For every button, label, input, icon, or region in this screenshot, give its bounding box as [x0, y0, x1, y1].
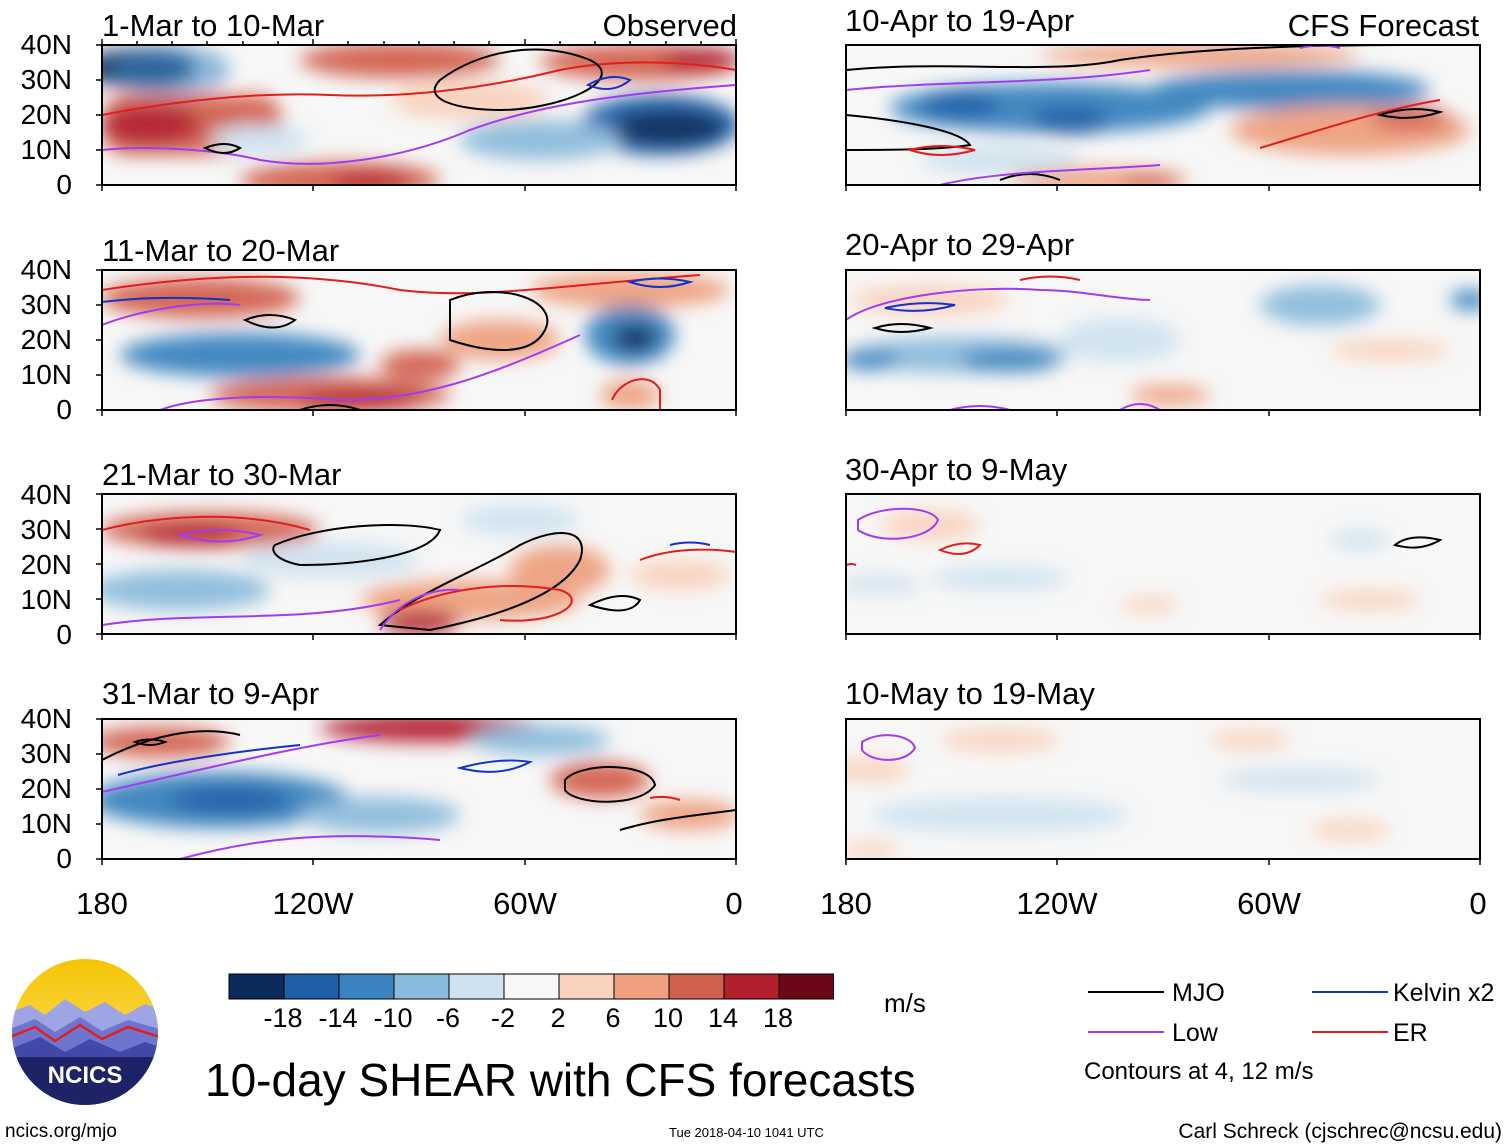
ytick: 0: [56, 394, 72, 425]
ytick: 40N: [20, 703, 72, 734]
ytick: 30N: [20, 64, 72, 95]
xtick-left-180: 180: [76, 886, 128, 921]
panel-2: [101, 269, 737, 411]
xtick-right-180: 180: [820, 886, 872, 921]
ytick: 10N: [20, 584, 72, 615]
colorbar-swatch: [778, 973, 834, 1000]
logo-text: NCICS: [48, 1062, 123, 1089]
colorbar-swatch: [558, 973, 615, 1000]
panel-8: [845, 718, 1481, 860]
panel-title-5: 10-Apr to 19-Apr: [845, 3, 1075, 38]
colorbar-swatch: [613, 973, 670, 1000]
panel-7: [845, 493, 1481, 635]
ytick: 20N: [20, 99, 72, 130]
ytick: 30N: [20, 289, 72, 320]
panel-title-7: 30-Apr to 9-May: [845, 452, 1068, 487]
legend-lines: [1088, 991, 1388, 1033]
xtick-left-0: 0: [725, 886, 743, 921]
colorbar-swatch: [448, 973, 505, 1000]
xtick-right-0: 0: [1469, 886, 1487, 921]
footer-credit: Carl Schreck (cjschrec@ncsu.edu): [1178, 1120, 1502, 1143]
ytick: 10N: [20, 359, 72, 390]
panel-1: [101, 44, 737, 186]
footer-timestamp: Tue 2018-04-10 1041 UTC: [669, 1125, 824, 1140]
panel-title-4: 31-Mar to 9-Apr: [102, 676, 320, 711]
panel-title-6: 20-Apr to 29-Apr: [845, 227, 1075, 262]
ytick: 10N: [20, 808, 72, 839]
ytick: 30N: [20, 738, 72, 769]
ytick: 40N: [20, 29, 72, 60]
colorbar-label: -10: [373, 1003, 413, 1033]
ytick: 40N: [20, 479, 72, 510]
colorbar-swatch: [723, 973, 780, 1000]
colorbar-swatch: [393, 973, 450, 1000]
colorbar-label: -18: [263, 1003, 303, 1033]
panel-4: [101, 718, 737, 860]
panel-title-8: 10-May to 19-May: [845, 676, 1095, 711]
panel-5: [845, 44, 1481, 186]
colorbar-label: -2: [490, 1003, 516, 1033]
legend-label-low: Low: [1172, 1019, 1218, 1047]
colorbar-label: 18: [762, 1003, 794, 1033]
legend-label-er: ER: [1393, 1019, 1428, 1047]
colorbar-label: 14: [707, 1003, 739, 1033]
legend-label-mjo: MJO: [1172, 979, 1225, 1007]
xtick-right-60w: 60W: [1237, 886, 1301, 921]
ytick: 20N: [20, 549, 72, 580]
ytick: 20N: [20, 773, 72, 804]
ncics-logo: NCICS: [12, 959, 158, 1105]
observed-label: Observed: [602, 8, 737, 43]
panels-svg: [96, 39, 1481, 865]
ytick: 40N: [20, 254, 72, 285]
legend-label-kelvin: Kelvin x2: [1393, 979, 1495, 1007]
xtick-left-60w: 60W: [493, 886, 557, 921]
footer-url: ncics.org/mjo: [5, 1121, 117, 1142]
panel-title-2: 11-Mar to 20-Mar: [102, 233, 340, 268]
colorbar-swatch: [228, 973, 285, 1000]
ytick: 0: [56, 843, 72, 874]
colorbar-swatch: [668, 973, 725, 1000]
colorbar-swatch: [283, 973, 340, 1000]
ytick: 20N: [20, 324, 72, 355]
colorbar-label: 10: [652, 1003, 684, 1033]
chart-title: 10-day SHEAR with CFS forecasts: [205, 1054, 916, 1106]
units-label: m/s: [884, 988, 926, 1018]
colorbar-label: -6: [435, 1003, 461, 1033]
colorbar-label: -14: [318, 1003, 358, 1033]
colorbar-label: 6: [605, 1003, 621, 1033]
panel-title-3: 21-Mar to 30-Mar: [102, 457, 342, 492]
panel-3: [101, 493, 737, 635]
panel-title-1: 1-Mar to 10-Mar: [102, 8, 325, 43]
colorbar-swatch: [338, 973, 395, 1000]
cfs-forecast-label: CFS Forecast: [1287, 8, 1479, 43]
xtick-right-120w: 120W: [1016, 886, 1098, 921]
contour-note: Contours at 4, 12 m/s: [1084, 1058, 1314, 1085]
colorbar-swatch: [503, 973, 560, 1000]
colorbar: [228, 973, 834, 1000]
panel-6: [845, 269, 1481, 411]
ytick: 0: [56, 619, 72, 650]
tick-marks: [96, 39, 1481, 865]
xtick-left-120w: 120W: [272, 886, 354, 921]
ytick: 0: [56, 169, 72, 200]
ytick: 30N: [20, 514, 72, 545]
ytick: 10N: [20, 134, 72, 165]
colorbar-label: 2: [550, 1003, 566, 1033]
